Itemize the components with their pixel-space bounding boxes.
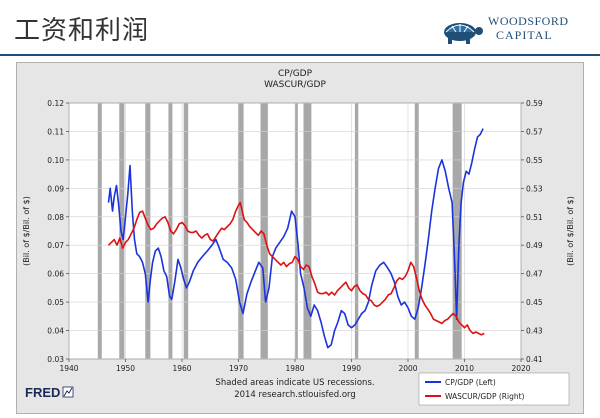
source-footnote: 2014 research.stlouisfed.org: [234, 390, 356, 400]
recession-band-6: [260, 103, 268, 359]
logo-name: WOODSFORD: [488, 14, 569, 28]
y-left-tick-label-9: 0.12: [47, 99, 64, 108]
company-logo: WOODSFORD CAPITAL: [436, 14, 586, 48]
chart-title-line-2: WASCUR/GDP: [264, 80, 326, 90]
x-tick-label-6: 2000: [398, 364, 417, 373]
recession-band-4: [183, 103, 189, 359]
y-right-tick-label-3: 0.47: [526, 270, 543, 279]
y-right-tick-label-1: 0.43: [526, 327, 543, 336]
recession-footnote: Shaded areas indicate US recessions.: [215, 378, 374, 388]
y-left-tick-label-3: 0.06: [47, 270, 64, 279]
recession-band-2: [145, 103, 151, 359]
legend: CP/GDP (Left) WASCUR/GDP (Right): [418, 372, 570, 406]
title-divider: [0, 54, 600, 56]
chart-title-line-1: CP/GDP: [278, 69, 313, 79]
recession-band-10: [414, 103, 419, 359]
recession-band-1: [119, 103, 125, 359]
legend-label-wascur: WASCUR/GDP (Right): [445, 392, 525, 401]
x-tick-label-5: 1990: [342, 364, 361, 373]
fred-logo: FRED: [25, 385, 60, 400]
y-left-tick-label-8: 0.11: [47, 127, 64, 136]
y-left-tick-label-7: 0.10: [47, 156, 64, 165]
x-tick-label-8: 2020: [511, 364, 530, 373]
recession-band-8: [303, 103, 312, 359]
logo-subtitle: CAPITAL: [496, 28, 553, 42]
y-left-tick-label-6: 0.09: [47, 184, 64, 193]
y-left-axis-label: (Bil. of $/Bil. of $): [22, 196, 31, 266]
y-right-tick-label-4: 0.49: [526, 241, 543, 250]
y-right-tick-label-7: 0.55: [526, 156, 543, 165]
x-tick-label-4: 1980: [285, 364, 304, 373]
recession-band-0: [97, 103, 102, 359]
y-left-tick-label-5: 0.08: [47, 213, 64, 222]
x-tick-label-7: 2010: [455, 364, 474, 373]
y-right-axis-label: (Bil. of $/Bil. of $): [566, 196, 575, 266]
y-right-tick-label-6: 0.53: [526, 184, 543, 193]
x-tick-label-2: 1960: [172, 364, 191, 373]
x-tick-label-1: 1950: [116, 364, 135, 373]
slide-title: 工资和利润: [14, 16, 150, 46]
x-tick-label-3: 1970: [229, 364, 248, 373]
chart-svg: 0.03 0.04 0.05 0.06 0.07 0.08 0.09 0.10 0.11 0.12…: [22, 69, 575, 406]
recession-band-5: [237, 103, 244, 359]
y-right-tick-label-9: 0.59: [526, 99, 543, 108]
x-tick-label-0: 1940: [59, 364, 78, 373]
fred-chart-panel: 0.03 0.04 0.05 0.06 0.07 0.08 0.09 0.10 0.11 0.12…: [16, 62, 584, 414]
series-line-wascur-gdp: [107, 201, 485, 336]
turtle-icon: [444, 23, 483, 44]
y-left-tick-label-0: 0.03: [47, 355, 64, 364]
legend-label-cp: CP/GDP (Left): [445, 378, 496, 387]
y-left-tick-label-2: 0.05: [47, 298, 64, 307]
series-line-cp-gdp: [107, 128, 484, 349]
y-left-tick-label-4: 0.07: [47, 241, 64, 250]
recession-band-9: [354, 103, 359, 359]
y-right-tick-label-0: 0.41: [526, 355, 543, 364]
y-right-tick-label-8: 0.57: [526, 127, 543, 136]
y-right-tick-label-2: 0.45: [526, 298, 543, 307]
recession-band-11: [452, 103, 462, 359]
y-right-tick-label-5: 0.51: [526, 213, 543, 222]
fred-logo-mark: [62, 386, 74, 398]
y-left-tick-label-1: 0.04: [47, 327, 64, 336]
